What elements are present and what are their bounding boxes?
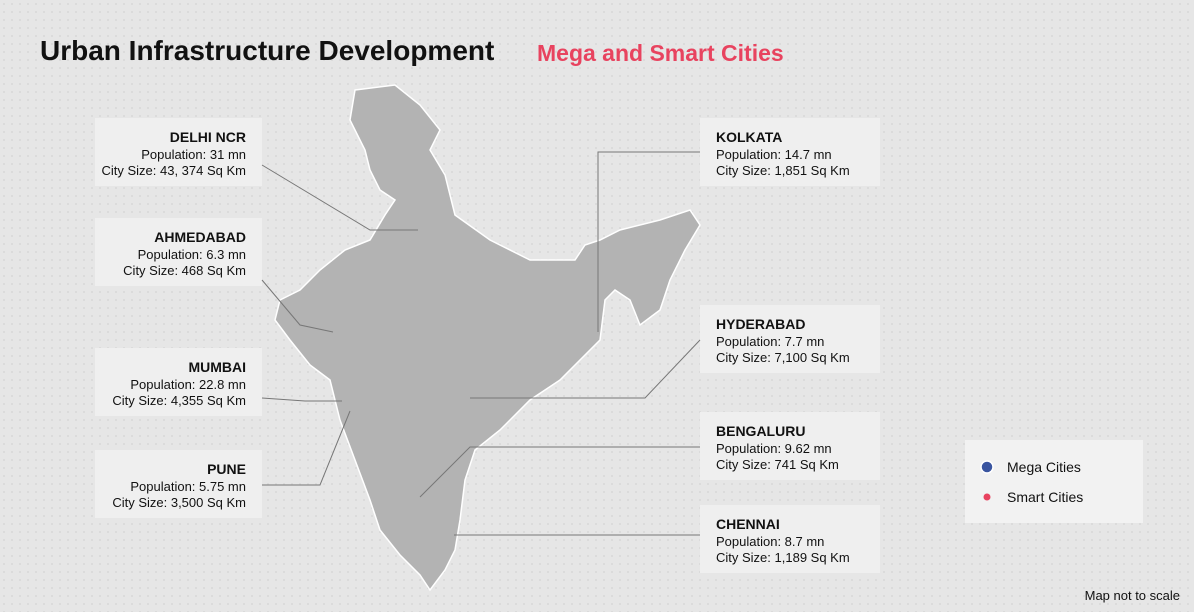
city-name: MUMBAI: [188, 359, 246, 375]
title: Urban Infrastructure Development: [40, 35, 494, 66]
city-size: City Size: 1,189 Sq Km: [716, 550, 850, 565]
city-name: DELHI NCR: [170, 129, 246, 145]
city-population: Population: 6.3 mn: [138, 247, 246, 262]
city-size: City Size: 1,851 Sq Km: [716, 163, 850, 178]
city-name: BENGALURU: [716, 423, 805, 439]
callout-box: [700, 412, 880, 480]
city-population: Population: 22.8 mn: [130, 377, 246, 392]
leader-line: [262, 410, 351, 486]
city-name: KOLKATA: [716, 129, 782, 145]
legend-box: [965, 440, 1143, 523]
leader-line: [261, 397, 342, 402]
city-size: City Size: 43, 374 Sq Km: [101, 163, 246, 178]
city-size: City Size: 468 Sq Km: [123, 263, 246, 278]
legend-smart-marker: [983, 493, 991, 501]
city-size: City Size: 7,100 Sq Km: [716, 350, 850, 365]
callout-box: [95, 348, 262, 416]
leader-line: [419, 446, 700, 498]
city-population: Population: 7.7 mn: [716, 334, 824, 349]
city-population: Population: 9.62 mn: [716, 441, 832, 456]
city-population: Population: 14.7 mn: [716, 147, 832, 162]
callout-box: [95, 118, 262, 186]
legend-label: Smart Cities: [1007, 489, 1083, 505]
leader-line: [261, 164, 418, 231]
callout-box: [95, 450, 262, 518]
callout-box: [95, 218, 262, 286]
legend-mega-marker: [980, 460, 994, 474]
subtitle: Mega and Smart Cities: [537, 40, 784, 66]
callout-box: [700, 305, 880, 373]
city-name: HYDERABAD: [716, 316, 805, 332]
note: Map not to scale: [1085, 588, 1180, 603]
city-name: PUNE: [207, 461, 246, 477]
callout-box: [700, 118, 880, 186]
map: [274, 84, 701, 592]
leader-line: [597, 151, 700, 332]
city-population: Population: 8.7 mn: [716, 534, 824, 549]
legend-label: Mega Cities: [1007, 459, 1081, 475]
city-population: Population: 31 mn: [141, 147, 246, 162]
city-size: City Size: 4,355 Sq Km: [112, 393, 246, 408]
city-population: Population: 5.75 mn: [130, 479, 246, 494]
city-size: City Size: 741 Sq Km: [716, 457, 839, 472]
leader-line: [470, 339, 701, 399]
city-size: City Size: 3,500 Sq Km: [112, 495, 246, 510]
city-name: CHENNAI: [716, 516, 780, 532]
callout-box: [700, 505, 880, 573]
city-name: AHMEDABAD: [154, 229, 246, 245]
leader-line: [261, 279, 334, 333]
